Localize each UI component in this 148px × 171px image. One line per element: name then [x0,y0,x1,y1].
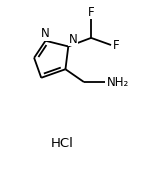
Text: N: N [69,33,78,46]
Text: N: N [40,27,49,40]
Text: HCl: HCl [51,137,74,150]
Text: F: F [113,38,120,51]
Text: F: F [88,6,94,19]
Text: NH₂: NH₂ [107,76,129,89]
